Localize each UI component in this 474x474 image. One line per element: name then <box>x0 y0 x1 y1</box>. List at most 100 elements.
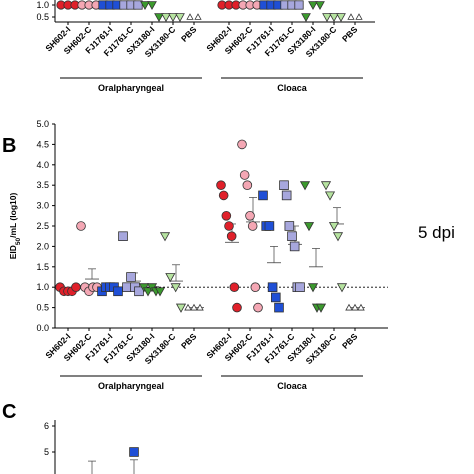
y-tick-label-c: 6 <box>44 421 49 431</box>
data-point <box>320 181 332 191</box>
data-point <box>170 283 181 293</box>
group-label-a: Cloaca <box>277 83 308 93</box>
dpi-label: 5 dpi <box>418 223 455 242</box>
data-point <box>218 190 229 201</box>
data-point <box>216 180 226 191</box>
data-point <box>303 222 315 232</box>
data-point <box>345 303 353 311</box>
data-point <box>232 302 242 313</box>
data-point <box>264 221 275 231</box>
data-point <box>329 13 339 23</box>
data-point <box>357 303 365 311</box>
data-point <box>245 211 255 221</box>
y-tick-label-b: 4.0 <box>36 160 49 170</box>
data-point <box>267 282 278 292</box>
data-point <box>142 287 154 297</box>
data-point <box>184 303 192 311</box>
panel-letter-b: B <box>2 135 16 157</box>
data-point <box>113 286 123 297</box>
data-point <box>140 1 150 11</box>
y-axis-label-sub: 50 <box>15 238 22 246</box>
y-tick-label-b: 3.5 <box>36 180 49 190</box>
data-point <box>161 13 171 23</box>
x-tick-label-a: PBS <box>340 24 360 44</box>
data-point <box>190 303 198 311</box>
data-point <box>126 272 136 282</box>
data-point <box>322 13 332 23</box>
data-point <box>281 190 292 201</box>
y-axis-label-main: EID <box>8 245 18 259</box>
y-tick-label-b: 3.0 <box>36 201 49 211</box>
y-tick-label-a: 1.0 <box>36 0 49 10</box>
panel-letter-c: C <box>2 401 16 423</box>
data-point <box>308 1 318 11</box>
y-tick-label-b: 4.5 <box>36 139 49 149</box>
y-axis-label-rest: /mL (log10) <box>8 193 18 238</box>
data-point <box>242 180 253 191</box>
y-tick-label-b: 1.0 <box>36 282 49 292</box>
data-point <box>336 283 348 293</box>
data-point <box>279 180 289 191</box>
panel-b: 0.0 0.5 1.0 1.5 2.0 2.5 3.0 3.5 4.0 4.5 5.0 EID50/m… <box>8 119 388 391</box>
data-point <box>76 221 86 231</box>
panel-a: 1.00.5SH602-ISH602-CFJ1761-IFJ1761-CSX31… <box>36 0 375 93</box>
data-point <box>122 282 132 292</box>
data-point <box>147 1 157 11</box>
data-point <box>289 241 300 252</box>
data-point <box>253 302 263 313</box>
y-tick-label-b: 0.0 <box>36 323 49 333</box>
data-point <box>196 303 204 311</box>
panel-c: 65 <box>44 420 139 474</box>
data-point <box>168 13 178 23</box>
y-tick-label-b: 2.0 <box>36 241 49 251</box>
y-tick-label-c: 5 <box>44 447 49 457</box>
data-point <box>118 231 128 242</box>
data-point <box>315 303 327 313</box>
group-label-a: Oralpharyngeal <box>98 83 164 93</box>
data-point <box>250 282 261 293</box>
data-point <box>71 282 81 293</box>
data-point <box>175 303 187 313</box>
data-point <box>258 190 268 201</box>
y-tick-label-b: 5.0 <box>36 119 49 129</box>
data-point <box>299 181 311 191</box>
data-point <box>270 292 281 303</box>
data-point <box>324 191 336 201</box>
x-tick-label-b: PBS <box>179 331 199 351</box>
data-point <box>284 221 295 231</box>
data-point <box>186 13 194 20</box>
data-point <box>355 13 363 20</box>
data-point <box>301 13 311 23</box>
y-tick-label-a: 0.5 <box>36 12 49 22</box>
x-tick-label-a: PBS <box>179 24 199 44</box>
data-point <box>159 232 171 242</box>
group-label-b: Oralpharyngeal <box>98 381 164 391</box>
data-point <box>129 447 139 457</box>
data-point <box>347 13 355 20</box>
data-point <box>351 303 359 311</box>
y-tick-label-b: 1.5 <box>36 262 49 272</box>
y-tick-label-b: 0.5 <box>36 303 49 313</box>
data-point <box>133 0 143 10</box>
y-axis-label-b: EID50/mL (log10) <box>8 193 22 260</box>
data-point <box>224 221 234 231</box>
data-point <box>328 222 340 232</box>
data-point <box>247 221 258 231</box>
group-label-b: Cloaca <box>277 381 308 391</box>
data-point <box>237 139 247 150</box>
y-tick-label-b: 2.5 <box>36 221 49 231</box>
data-point <box>239 170 250 180</box>
x-tick-label-b: PBS <box>340 331 360 351</box>
data-point <box>154 13 164 23</box>
data-point <box>229 282 240 293</box>
data-point <box>332 232 344 242</box>
data-point <box>274 302 284 313</box>
data-point <box>154 287 166 297</box>
data-point <box>226 231 237 242</box>
data-point <box>315 1 325 11</box>
data-point <box>287 231 297 242</box>
data-point <box>336 13 346 23</box>
data-point <box>165 273 176 283</box>
data-point <box>194 13 202 20</box>
